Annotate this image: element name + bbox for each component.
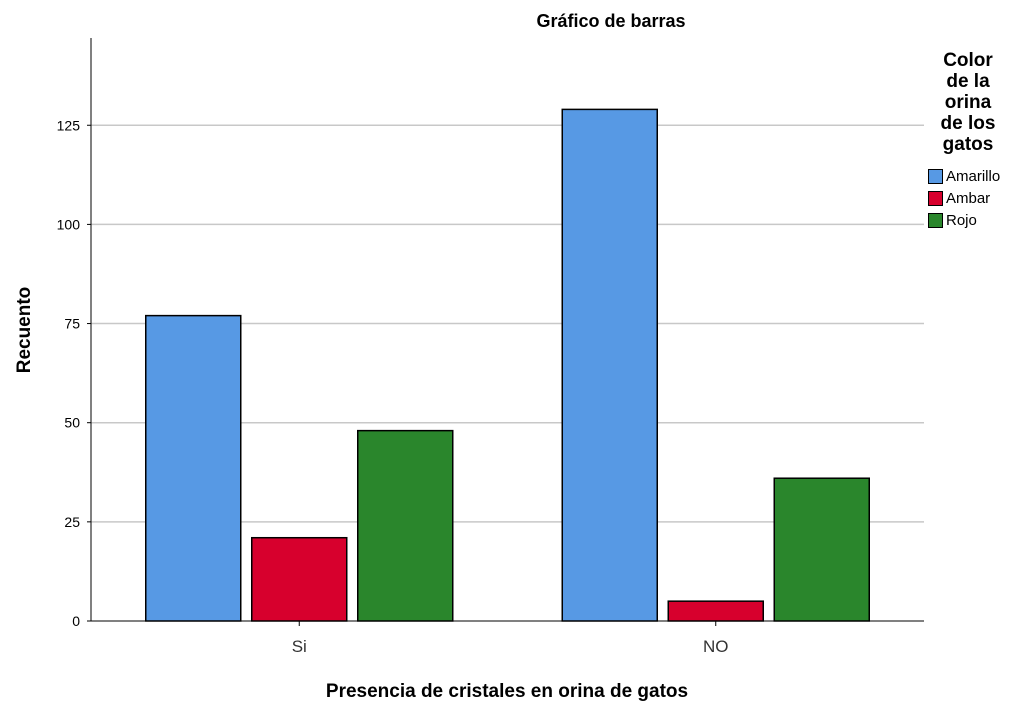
bar-amarillo-no xyxy=(561,108,658,622)
legend-title-line: de los xyxy=(940,113,996,134)
x-axis-label: Presencia de cristales en orina de gatos xyxy=(326,681,688,702)
legend-swatch xyxy=(928,190,943,206)
legend-label: Amarillo xyxy=(946,167,1001,185)
bars xyxy=(145,108,870,622)
bar-rojo-si xyxy=(357,429,454,622)
legend-title-line: gatos xyxy=(942,134,994,155)
legend-item-ambar: Ambar xyxy=(928,187,1022,209)
legend-swatch xyxy=(928,212,943,228)
y-tick-label: 100 xyxy=(57,216,81,232)
y-tick-label: 25 xyxy=(64,514,80,530)
y-tick-label: 0 xyxy=(72,613,80,629)
y-tick-label: 75 xyxy=(64,316,80,332)
legend-item-amarillo: Amarillo xyxy=(928,165,1022,187)
bar-ambar-no xyxy=(667,600,764,622)
legend-title: Color de la orina de los gatos xyxy=(926,50,1010,155)
legend-title-line: Color xyxy=(943,50,993,71)
bar-rojo-no xyxy=(773,477,870,622)
bar-ambar-si xyxy=(251,536,348,622)
bar-amarillo-si xyxy=(145,314,242,622)
y-axis-label: Recuento xyxy=(14,287,35,374)
legend-title-line: de la xyxy=(946,71,990,92)
legend-item-rojo: Rojo xyxy=(928,209,1022,231)
legend: Color de la orina de los gatos Amarillo … xyxy=(926,50,1022,231)
y-tick-label: 125 xyxy=(57,117,81,133)
y-tick-labels: 0 25 50 75 100 125 xyxy=(57,117,91,629)
legend-label: Rojo xyxy=(946,211,977,229)
y-tick-label: 50 xyxy=(64,415,80,431)
legend-label: Ambar xyxy=(946,189,991,207)
chart-title: Gráfico de barras xyxy=(536,11,685,31)
legend-title-line: orina xyxy=(944,92,992,113)
x-tick-label: Si xyxy=(292,637,307,656)
x-tick-labels: Si NO xyxy=(292,621,729,656)
x-tick-label: NO xyxy=(703,637,729,656)
legend-swatch xyxy=(928,168,943,184)
